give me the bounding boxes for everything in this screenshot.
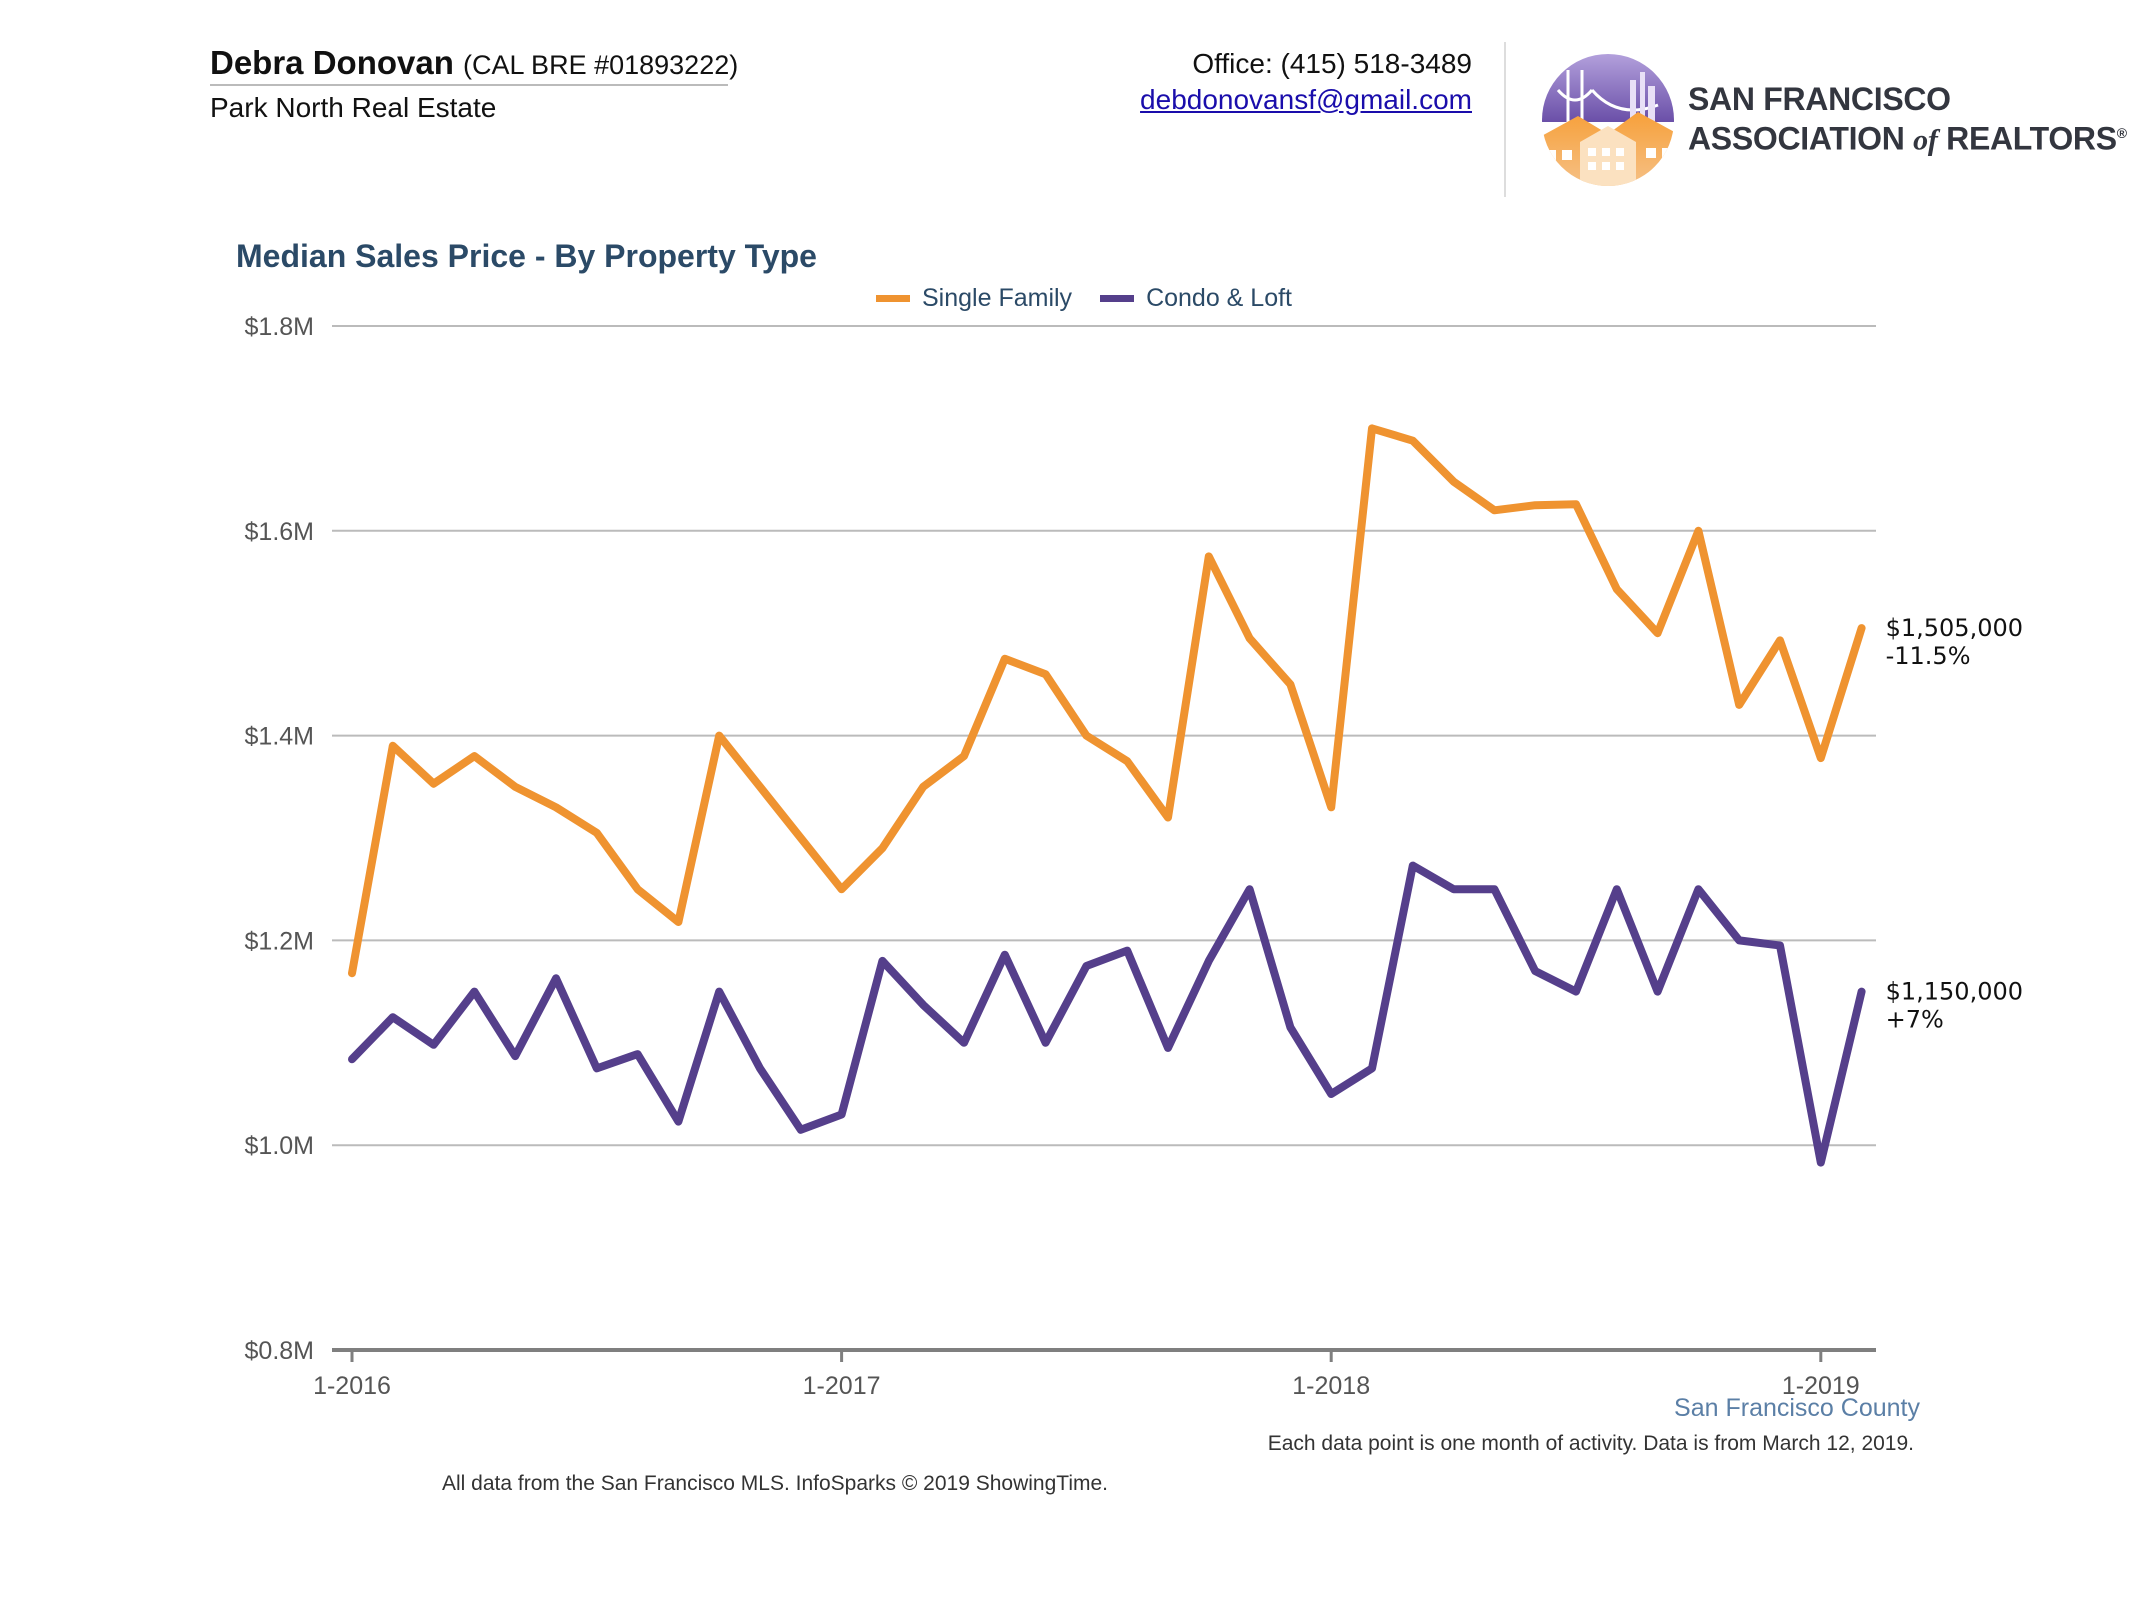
- y-tick-label: $1.8M: [245, 313, 314, 341]
- legend-swatch-condo-loft: [1100, 295, 1135, 302]
- legend-label-condo-loft: Condo & Loft: [1146, 284, 1292, 312]
- data-note: Each data point is one month of activity…: [1267, 1432, 1914, 1455]
- logo-registered-mark: ®: [2116, 125, 2127, 141]
- series-line-single-family: [348, 424, 1866, 978]
- brokerage-name: Park North Real Estate: [210, 92, 497, 123]
- logo-line-2: ASSOCIATION of REALTORS®: [1688, 116, 2127, 158]
- chart-title: Median Sales Price - By Property Type: [236, 238, 817, 274]
- logo-line-2-association: ASSOCIATION: [1688, 120, 1914, 157]
- end-label-change: -11.5%: [1886, 642, 1971, 670]
- legend-item-single-family: Single Family: [876, 284, 1072, 313]
- logo-wordmark: SAN FRANCISCO ASSOCIATION of REALTORS®: [1688, 82, 2127, 158]
- logo-line-1: SAN FRANCISCO: [1688, 81, 1951, 117]
- grid-lines: [332, 325, 1876, 1147]
- x-tick-label: 1-2019: [1782, 1372, 1860, 1400]
- office-phone: Office: (415) 518-3489: [1192, 48, 1472, 79]
- email-link[interactable]: debdonovansf@gmail.com: [1140, 84, 1472, 115]
- legend-label-single-family: Single Family: [922, 284, 1073, 312]
- x-tick-label: 1-2017: [803, 1372, 881, 1400]
- agent-name-line: Debra Donovan (CAL BRE #01893222): [210, 44, 738, 82]
- y-tick-label: $1.4M: [245, 723, 314, 751]
- series-line-condo-loft: [348, 861, 1866, 1167]
- legend-swatch-single-family: [876, 295, 910, 302]
- county-label: San Francisco County: [1674, 1394, 1920, 1422]
- y-tick-label: $1.0M: [245, 1132, 314, 1160]
- end-label-value: $1,505,000: [1886, 614, 2023, 642]
- series-lines: [348, 424, 1866, 1167]
- data-source: All data from the San Francisco MLS. Inf…: [441, 1472, 1108, 1495]
- agent-name: Debra Donovan: [210, 44, 454, 81]
- end-labels: $1,505,000-11.5% $1,150,000+7%: [1886, 614, 2023, 1034]
- end-label-value: $1,150,000: [1886, 978, 2023, 1006]
- golden-gate-houses-logo-icon: [1542, 54, 1674, 186]
- header-vertical-divider: [1504, 42, 1506, 197]
- x-tick-label: 1-2018: [1292, 1372, 1370, 1400]
- y-tick-label: $1.2M: [245, 927, 314, 955]
- end-label-change: +7%: [1886, 1006, 1944, 1034]
- x-tick-label: 1-2016: [313, 1372, 391, 1400]
- x-axis: 1-2016 1-2017 1-2018 1-2019: [313, 1348, 1876, 1400]
- agent-license: (CAL BRE #01893222): [463, 50, 739, 80]
- y-tick-label: $0.8M: [245, 1337, 314, 1365]
- logo-line-2-of: of: [1913, 123, 1938, 157]
- y-tick-label: $1.6M: [245, 518, 314, 546]
- agent-divider: [210, 84, 728, 86]
- chart-legend: Single Family Condo & Loft: [876, 284, 1320, 313]
- legend-item-condo-loft: Condo & Loft: [1100, 284, 1292, 313]
- y-axis-tick-labels: $0.8M $1.0M $1.2M $1.4M $1.6M $1.8M: [245, 313, 314, 1365]
- logo-line-2-realtors: REALTORS: [1937, 120, 2117, 157]
